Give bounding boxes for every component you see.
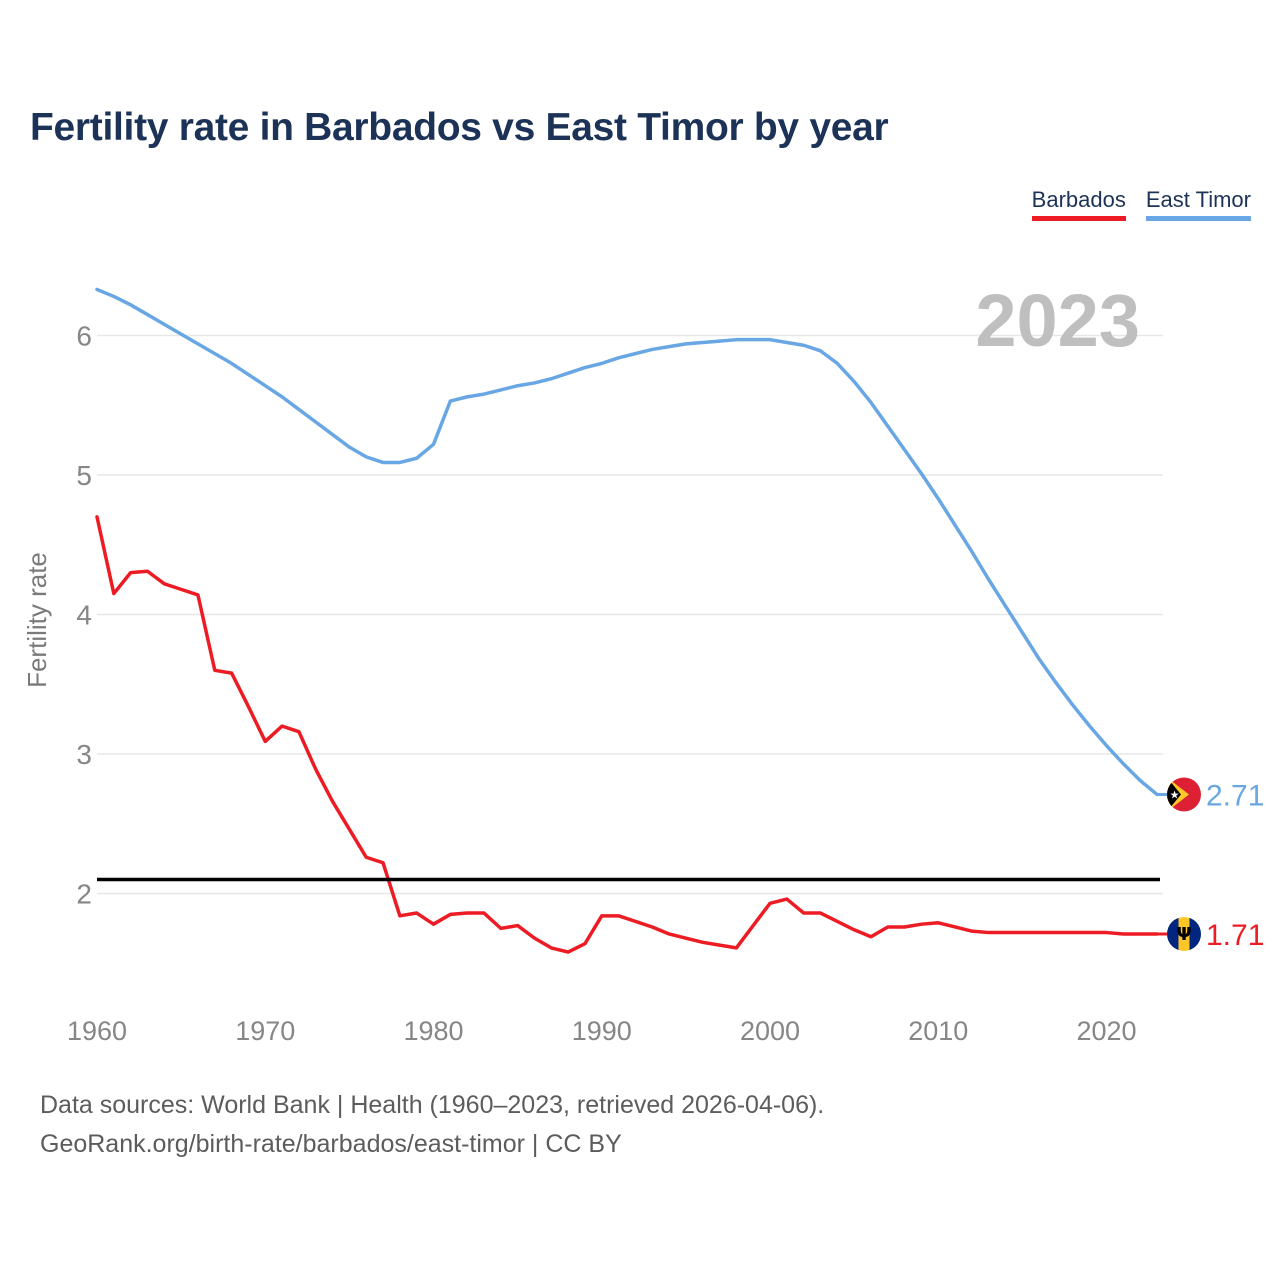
barbados-end-value: 1.71 bbox=[1206, 919, 1264, 952]
legend: Barbados East Timor bbox=[1031, 187, 1251, 221]
series-line-barbados[interactable] bbox=[95, 515, 1159, 954]
x-tick-label: 2020 bbox=[1076, 1016, 1136, 1046]
east-timor-flag-black-triangle bbox=[1167, 777, 1181, 812]
east-timor-flag-star: ★ bbox=[1170, 788, 1180, 801]
grid-layer: 2 3 4 5 6 bbox=[76, 321, 1163, 910]
y-axis-title: Fertility rate bbox=[22, 552, 52, 688]
legend-item-barbados[interactable]: Barbados bbox=[1031, 187, 1126, 221]
legend-item-east-timor[interactable]: East Timor bbox=[1145, 187, 1251, 221]
barbados-flag-right-stripe bbox=[1189, 916, 1201, 951]
source-line-1: Data sources: World Bank | Health (1960–… bbox=[40, 1091, 825, 1119]
x-tick-label: 1980 bbox=[403, 1016, 463, 1046]
x-tick-label: 1970 bbox=[235, 1016, 295, 1046]
east-timor-flag-icon: ★ bbox=[1167, 777, 1201, 812]
x-tick-label: 1960 bbox=[67, 1016, 127, 1046]
y-tick-label: 4 bbox=[76, 600, 92, 631]
series-layer bbox=[95, 287, 1184, 954]
year-watermark: 2023 bbox=[975, 279, 1140, 362]
x-tick-label: 1990 bbox=[572, 1016, 632, 1046]
x-tick-label: 2010 bbox=[908, 1016, 968, 1046]
barbados-flag-center-stripe bbox=[1178, 916, 1190, 951]
y-tick-label: 5 bbox=[76, 460, 92, 491]
x-tick-label: 2000 bbox=[740, 1016, 800, 1046]
source-note: Data sources: World Bank | Health (1960–… bbox=[40, 1086, 824, 1164]
source-line-2: GeoRank.org/birth-rate/barbados/east-tim… bbox=[40, 1130, 622, 1158]
y-tick-label: 6 bbox=[76, 321, 92, 352]
axis-layer: 1960 1970 1980 1990 2000 2010 2020 bbox=[67, 1016, 1137, 1046]
east-timor-end-value: 2.71 bbox=[1206, 779, 1264, 812]
y-tick-label: 2 bbox=[76, 879, 92, 910]
barbados-flag-trident: Ψ bbox=[1176, 924, 1191, 945]
y-tick-label: 3 bbox=[76, 739, 92, 770]
barbados-flag-left-stripe bbox=[1167, 916, 1179, 951]
page-title: Fertility rate in Barbados vs East Timor… bbox=[30, 106, 889, 149]
barbados-flag-icon: Ψ bbox=[1167, 916, 1201, 951]
series-line-east-timor[interactable] bbox=[95, 287, 1159, 797]
